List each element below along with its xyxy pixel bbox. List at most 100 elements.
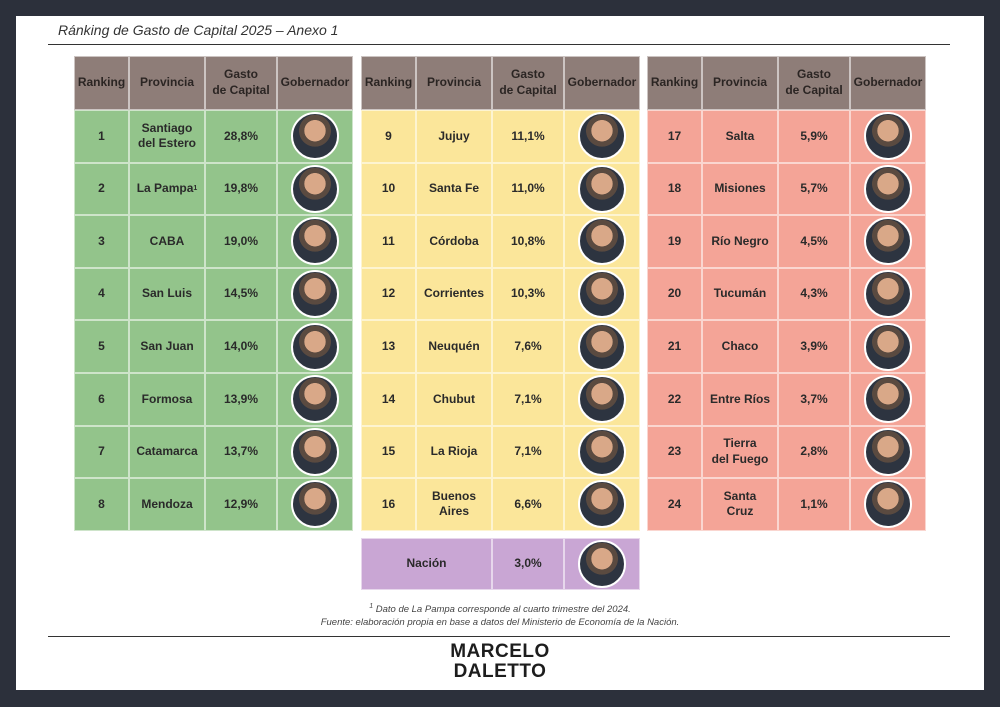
gasto-cell: 7,6% xyxy=(492,320,564,373)
ranking-cell: 1 xyxy=(74,110,129,163)
governor-cell xyxy=(850,267,926,321)
gasto-cell: 11,1% xyxy=(492,110,564,163)
governor-photo xyxy=(864,112,912,161)
governor-photo xyxy=(864,322,912,371)
province-cell: Salta xyxy=(702,110,778,163)
header-cell: Gobernador xyxy=(850,56,926,110)
governor-photo xyxy=(291,164,339,213)
province-cell: Corrientes xyxy=(416,267,492,321)
governor-cell xyxy=(277,478,353,531)
gasto-cell: 4,5% xyxy=(778,215,850,268)
card: Ránking de Gasto de Capital 2025 – Anexo… xyxy=(16,16,984,690)
province: Formosa xyxy=(141,391,193,406)
governor-cell xyxy=(564,267,640,321)
province: Entre Ríos xyxy=(709,391,770,406)
governor-cell xyxy=(850,478,926,531)
province: Río Negro xyxy=(711,233,769,248)
gasto-cell: 4,3% xyxy=(778,267,850,321)
header-cell: Provincia xyxy=(416,56,492,110)
province: Santiago del Estero xyxy=(137,120,197,151)
gasto-cell: 2,8% xyxy=(778,425,850,479)
footnote-text: Dato de La Pampa corresponde al cuarto t… xyxy=(375,604,631,616)
ranking-cell: 15 xyxy=(361,425,416,479)
governor-photo xyxy=(291,217,339,266)
province-cell: CABA xyxy=(129,215,205,268)
province-cell: Córdoba xyxy=(416,215,492,268)
header-cell: Gasto de Capital xyxy=(778,56,850,110)
province-cell: Chaco xyxy=(702,320,778,373)
governor-cell xyxy=(850,425,926,479)
ranking-cell: 13 xyxy=(361,320,416,373)
governor-cell xyxy=(850,373,926,426)
province-cell: La Rioja xyxy=(416,425,492,479)
governor-cell xyxy=(277,110,353,163)
governor-photo xyxy=(864,427,912,476)
governor-cell xyxy=(564,425,640,479)
governor-photo xyxy=(291,427,339,476)
gasto-cell: 7,1% xyxy=(492,425,564,479)
province: Jujuy xyxy=(438,128,470,143)
header-cell: Ranking xyxy=(361,56,416,110)
ranking-cell: 23 xyxy=(647,425,702,479)
governor-photo xyxy=(578,217,626,266)
gasto-cell: 5,7% xyxy=(778,162,850,216)
governor-cell xyxy=(564,537,640,591)
governor-photo xyxy=(578,427,626,476)
province: San Juan xyxy=(140,338,194,353)
governor-cell xyxy=(277,425,353,479)
footnote-marker: 1 xyxy=(369,603,374,610)
logo: MARCELO DALETTO xyxy=(16,642,984,682)
province-cell: Tierra del Fuego xyxy=(702,425,778,479)
province: Chubut xyxy=(433,391,475,406)
gasto-cell: 3,9% xyxy=(778,320,850,373)
header-cell: Ranking xyxy=(647,56,702,110)
header-cell: Provincia xyxy=(129,56,205,110)
ranking-cell: 21 xyxy=(647,320,702,373)
governor-photo xyxy=(864,164,912,213)
governor-cell xyxy=(564,162,640,216)
governor-photo xyxy=(864,375,912,424)
gasto-cell: 13,7% xyxy=(205,425,277,479)
governor-cell xyxy=(564,110,640,163)
province-cell: Chubut xyxy=(416,373,492,426)
province: Salta xyxy=(725,128,755,143)
ranking-cell: 2 xyxy=(74,162,129,216)
header-cell: Gobernador xyxy=(277,56,353,110)
governor-cell xyxy=(564,478,640,531)
province: Catamarca xyxy=(136,444,198,459)
ranking-cell: 24 xyxy=(647,478,702,531)
province: Tucumán xyxy=(713,286,767,301)
governor-cell xyxy=(850,110,926,163)
governor-photo xyxy=(578,164,626,213)
province-cell: Santa Cruz xyxy=(702,478,778,531)
province-cell: La Pampa 1 xyxy=(129,162,205,216)
gasto-cell: 5,9% xyxy=(778,110,850,163)
gasto-cell: 12,9% xyxy=(205,478,277,531)
gasto-cell: 14,0% xyxy=(205,320,277,373)
governor-cell xyxy=(850,320,926,373)
governor-photo xyxy=(291,375,339,424)
rule xyxy=(48,44,950,45)
gasto-cell: 11,0% xyxy=(492,162,564,216)
province-cell: Catamarca xyxy=(129,425,205,479)
governor-cell xyxy=(277,215,353,268)
gasto-cell: 13,9% xyxy=(205,373,277,426)
province-cell: Formosa xyxy=(129,373,205,426)
ranking-cell: 22 xyxy=(647,373,702,426)
province: San Luis xyxy=(141,286,192,301)
national-gasto: 3,0% xyxy=(492,537,564,591)
ranking-cell: 6 xyxy=(74,373,129,426)
source: Fuente: elaboración propia en base a dat… xyxy=(320,617,680,629)
gasto-cell: 1,1% xyxy=(778,478,850,531)
ranking-cell: 14 xyxy=(361,373,416,426)
gasto-cell: 19,8% xyxy=(205,162,277,216)
ranking-cell: 19 xyxy=(647,215,702,268)
ranking-cell: 12 xyxy=(361,267,416,321)
ranking-cell: 18 xyxy=(647,162,702,216)
province: Santa Cruz xyxy=(723,488,757,519)
province: Santa Fe xyxy=(428,181,479,196)
governor-photo xyxy=(291,480,339,529)
province: Tierra del Fuego xyxy=(711,436,769,466)
province-cell: San Luis xyxy=(129,267,205,321)
gasto-cell: 6,6% xyxy=(492,478,564,531)
